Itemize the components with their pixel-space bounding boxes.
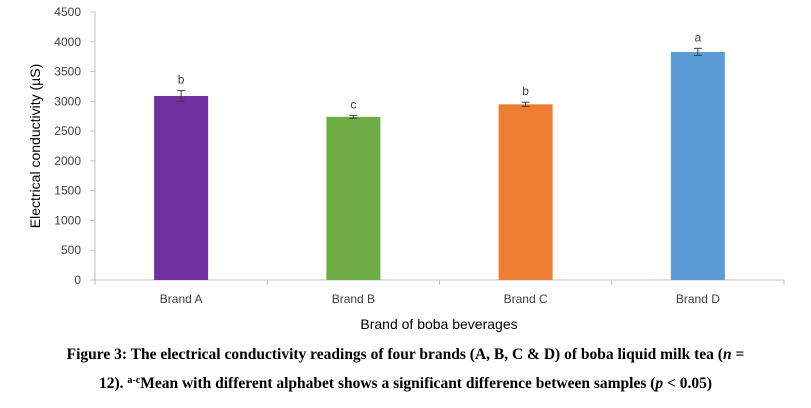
significance-label: c <box>350 97 356 111</box>
y-tick-label: 3000 <box>54 94 81 108</box>
bar <box>498 104 553 280</box>
significance-label: b <box>178 73 185 87</box>
caption-line-2: 12). a-cMean with different alphabet sho… <box>98 375 713 392</box>
x-axis-ticks: Brand A Brand B Brand C Brand D <box>94 280 785 306</box>
bar <box>154 95 209 281</box>
figure-caption: Figure 3: The electrical conductivity re… <box>0 342 811 397</box>
y-tick-label: 2500 <box>54 124 81 138</box>
y-axis-ticks: 0 500 1000 1500 2000 2500 3000 3500 4000 4500 <box>54 5 95 287</box>
bar <box>670 51 725 280</box>
x-tick-label: Brand B <box>332 292 375 306</box>
significance-label: b <box>522 84 529 98</box>
y-tick-label: 1000 <box>54 213 81 227</box>
y-tick-label: 4000 <box>54 35 81 49</box>
x-axis-title: Brand of boba beverages <box>360 316 517 332</box>
y-axis-title: Electrical conductivity (µS) <box>27 64 43 228</box>
x-tick-label: Brand D <box>676 292 720 306</box>
y-tick-label: 500 <box>61 243 81 257</box>
x-tick-label: Brand A <box>160 292 203 306</box>
y-tick-label: 3500 <box>54 65 81 79</box>
caption-line-1: Figure 3: The electrical conductivity re… <box>66 346 745 363</box>
y-tick-label: 0 <box>74 273 81 287</box>
x-tick-label: Brand C <box>504 292 548 306</box>
y-tick-label: 1500 <box>54 184 81 198</box>
y-tick-label: 2000 <box>54 154 81 168</box>
bar <box>326 116 381 280</box>
bars-group: b c b a <box>154 30 725 281</box>
y-tick-label: 4500 <box>54 5 81 19</box>
significance-label: a <box>695 30 702 44</box>
